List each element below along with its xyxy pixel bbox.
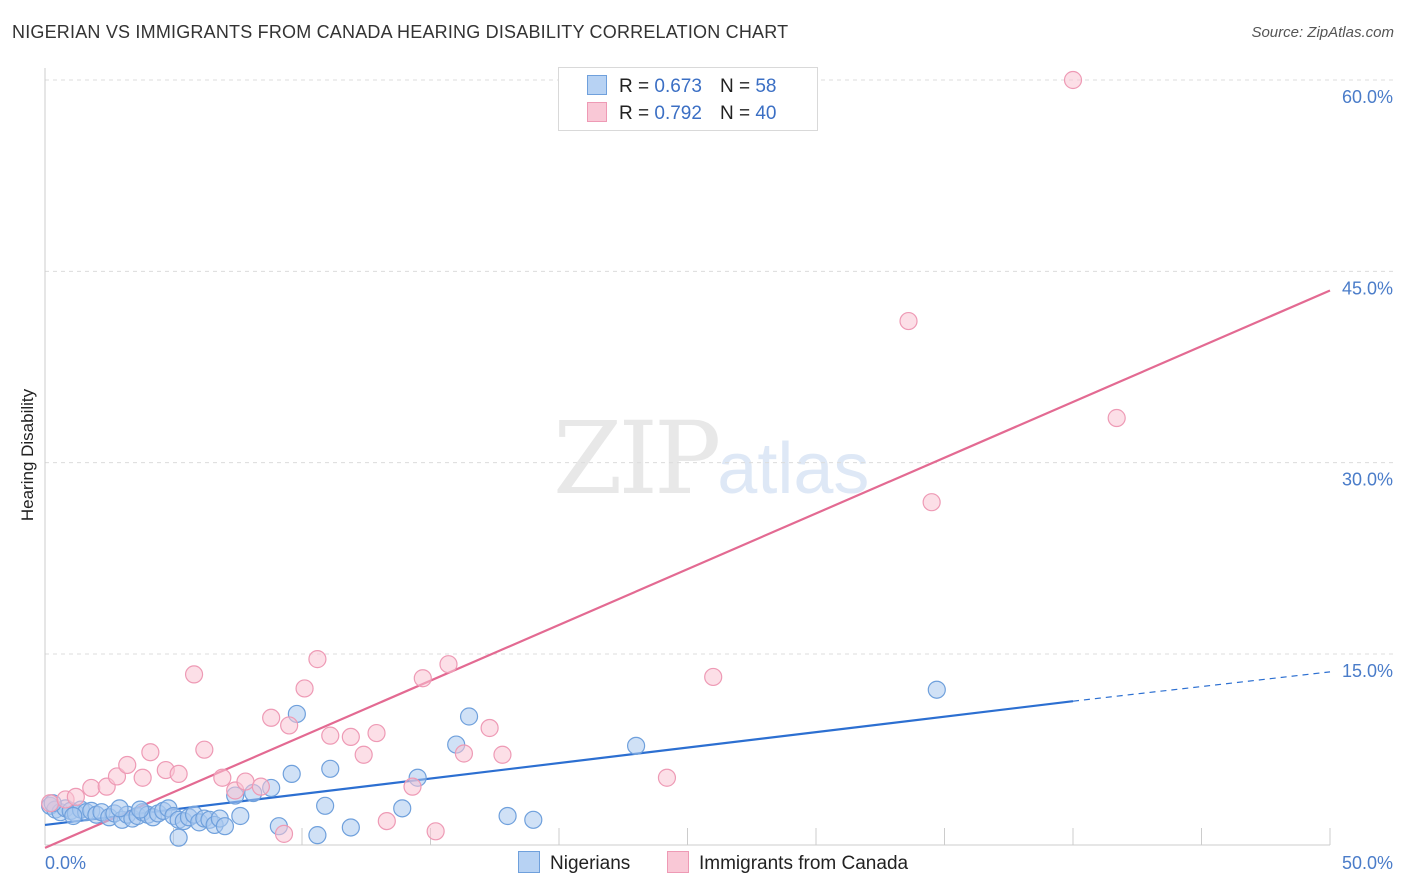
point-nigerians: [321, 759, 340, 778]
point-canada: [66, 787, 85, 806]
point-canada: [377, 811, 396, 831]
point-canada: [82, 778, 101, 798]
tick-labels: 15.0% 30.0% 45.0% 60.0% 0.0% 50.0%: [45, 87, 1393, 873]
point-nigerians: [282, 764, 301, 784]
stats-legend: R = 0.673 N = 58 R = 0.792 N = 40: [558, 67, 818, 131]
point-canada: [274, 824, 294, 843]
legend-swatch-nigerians: [587, 75, 607, 95]
legend-r-label: R =: [619, 76, 650, 97]
point-canada: [118, 755, 137, 775]
x-tick-label: 0.0%: [45, 853, 86, 873]
point-nigerians: [459, 707, 479, 726]
point-nigerians: [626, 736, 646, 755]
bottom-legend-swatch-nigerians: [518, 851, 540, 873]
point-canada: [1063, 70, 1083, 90]
axes: [44, 68, 1331, 846]
watermark-zip: ZIP: [553, 400, 721, 517]
point-canada: [439, 655, 458, 674]
point-canada: [280, 716, 299, 735]
point-canada: [236, 772, 255, 791]
point-canada: [295, 679, 314, 698]
legend-n-value-canada: 40: [755, 103, 777, 124]
point-canada: [454, 744, 474, 763]
legend-n-label: N =: [719, 103, 751, 124]
legend-n-label: N =: [719, 76, 751, 97]
point-canada: [493, 745, 512, 764]
bottom-legend-label-canada: Immigrants from Canada: [699, 853, 909, 874]
point-canada: [107, 767, 127, 786]
trend-line-canada: [44, 289, 1331, 849]
point-canada: [426, 822, 445, 841]
y-tick-label: 15.0%: [1342, 661, 1393, 681]
point-nigerians: [231, 806, 250, 826]
point-canada: [169, 764, 188, 784]
legend-swatch-canada: [587, 102, 607, 122]
data-points: [41, 70, 1126, 847]
legend-r-value-nigerians: 0.673: [654, 76, 702, 97]
point-canada: [251, 777, 270, 796]
point-nigerians: [393, 799, 412, 818]
watermark-atlas: atlas: [717, 429, 870, 509]
point-nigerians: [169, 828, 188, 847]
point-nigerians: [215, 817, 234, 836]
bottom-legend-swatch-canada: [667, 851, 689, 873]
y-tick-label: 45.0%: [1342, 278, 1393, 298]
trend-line-nigerians-extension: [1072, 671, 1331, 702]
point-nigerians: [308, 826, 327, 845]
point-canada: [480, 718, 499, 738]
point-canada: [704, 667, 723, 687]
y-tick-label: 30.0%: [1342, 470, 1393, 490]
point-nigerians: [927, 680, 946, 699]
trend-line-nigerians: [44, 700, 1074, 827]
point-nigerians: [498, 806, 517, 826]
point-canada: [657, 768, 677, 787]
point-canada: [184, 665, 204, 684]
y-axis-label: Hearing Disability: [18, 388, 37, 521]
point-canada: [341, 727, 360, 747]
chart-title: NIGERIAN VS IMMIGRANTS FROM CANADA HEARI…: [12, 22, 789, 42]
bottom-legend-nigerians: Nigerians: [518, 851, 630, 875]
point-nigerians: [64, 806, 83, 826]
legend-row-canada: R = 0.792 N = 40: [587, 102, 776, 126]
point-canada: [1107, 408, 1126, 428]
point-nigerians: [130, 800, 150, 819]
legend-row-nigerians: R = 0.673 N = 58: [587, 75, 776, 99]
point-canada: [195, 740, 214, 759]
bottom-legend-canada: Immigrants from Canada: [667, 851, 908, 875]
source-credit: Source: ZipAtlas.com: [1251, 24, 1394, 41]
point-canada: [922, 493, 941, 512]
point-canada: [213, 768, 232, 787]
point-canada: [899, 311, 918, 331]
point-canada: [133, 768, 152, 787]
point-canada: [354, 745, 373, 764]
point-nigerians: [110, 799, 129, 818]
point-canada: [403, 777, 422, 796]
point-nigerians: [341, 818, 360, 837]
legend-r-value-canada: 0.792: [654, 103, 702, 124]
x-tick-label: 50.0%: [1342, 853, 1393, 873]
gridlines: [45, 79, 1395, 655]
point-canada: [367, 723, 386, 743]
bottom-legend-label-nigerians: Nigerians: [550, 853, 631, 874]
legend-r-label: R =: [619, 103, 650, 124]
point-nigerians: [524, 810, 543, 829]
point-canada: [141, 743, 160, 762]
point-canada: [413, 669, 432, 688]
point-canada: [308, 650, 327, 669]
trend-lines: [44, 289, 1331, 849]
point-nigerians: [316, 796, 335, 815]
point-canada: [41, 794, 60, 813]
watermark: ZIPatlas: [553, 400, 869, 517]
legend-n-value-nigerians: 58: [755, 76, 777, 97]
point-canada: [262, 708, 281, 727]
point-canada: [321, 726, 340, 745]
y-tick-label: 60.0%: [1342, 87, 1393, 107]
